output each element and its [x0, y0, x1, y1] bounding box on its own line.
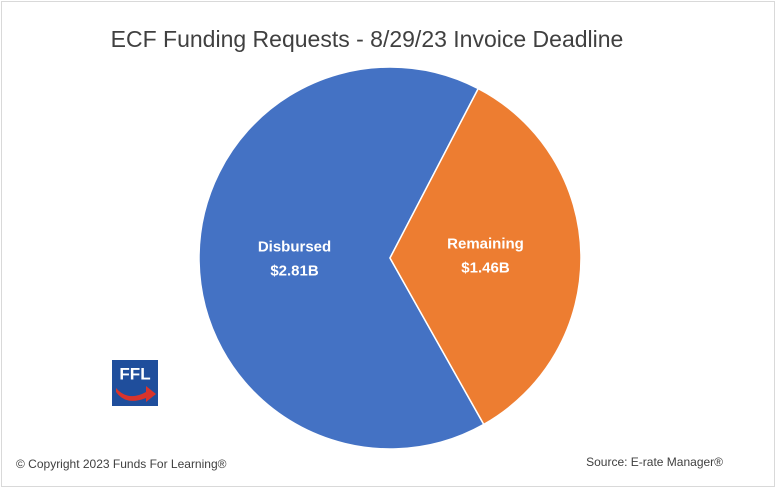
value-label: $1.46B: [461, 259, 510, 276]
logo: FFL: [112, 360, 158, 406]
slice-label: Remaining: [447, 235, 524, 252]
logo-arrow: [116, 386, 156, 402]
pie-slice: [389, 87, 582, 426]
copyright: © Copyright 2023 Funds For Learning®: [16, 457, 227, 471]
chart-title: ECF Funding Requests - 8/29/23 Invoice D…: [111, 26, 624, 52]
source: Source: E-rate Manager®: [586, 455, 723, 469]
value-label: $2.81B: [270, 263, 319, 280]
slice-label: Disbursed: [258, 239, 331, 256]
pie-slice: [198, 66, 485, 450]
logo-text: FFL: [119, 364, 150, 383]
